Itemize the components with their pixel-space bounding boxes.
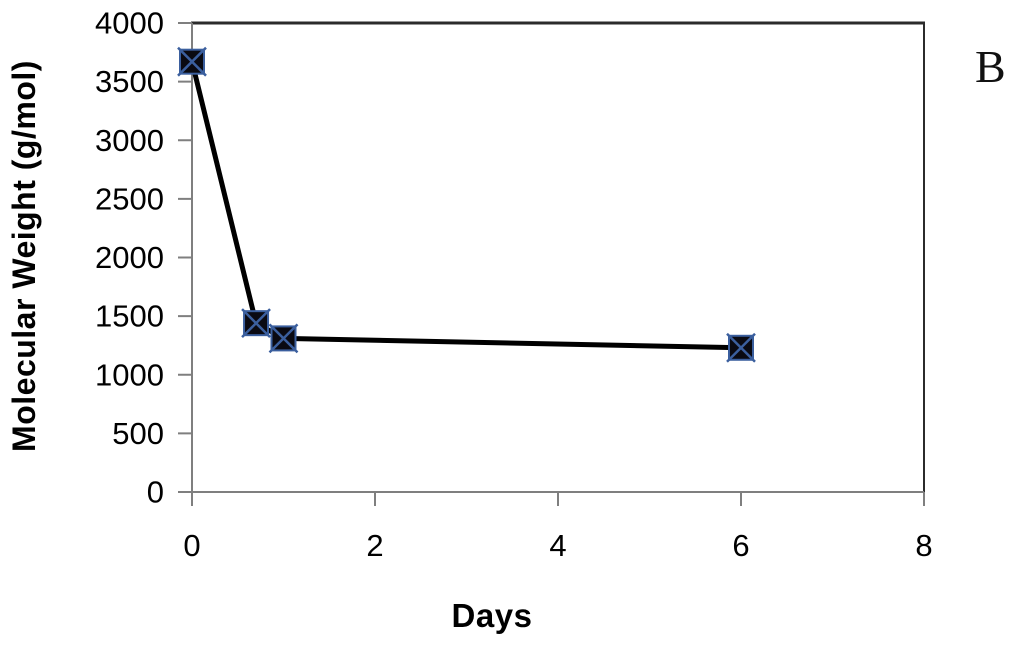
x-tick-label: 2 xyxy=(366,528,383,563)
y-tick-label: 500 xyxy=(112,416,164,451)
y-tick-label: 4000 xyxy=(95,6,164,41)
y-tick-label: 2500 xyxy=(95,181,164,216)
marker-x-stroke xyxy=(726,332,756,363)
y-tick-label: 0 xyxy=(147,475,164,510)
x-tick-label: 6 xyxy=(732,528,749,563)
x-tick-label: 4 xyxy=(549,528,566,563)
y-tick-label: 1000 xyxy=(95,357,164,392)
marker-x-stroke xyxy=(268,323,299,354)
x-tick-label: 0 xyxy=(183,528,200,563)
x-axis-title: Days xyxy=(451,597,533,634)
marker-x-stroke xyxy=(241,308,271,339)
y-axis-title: Molecular Weight (g/mol) xyxy=(6,60,42,452)
marker-x-stroke xyxy=(177,46,207,77)
y-tick-label: 3000 xyxy=(95,123,164,158)
panel-label: B xyxy=(975,41,1006,92)
series-line xyxy=(189,61,742,351)
y-tick-label: 3500 xyxy=(95,64,164,99)
y-tick-label: 1500 xyxy=(95,299,164,334)
y-tick-label: 2000 xyxy=(95,240,164,275)
x-tick-label: 8 xyxy=(915,528,932,563)
